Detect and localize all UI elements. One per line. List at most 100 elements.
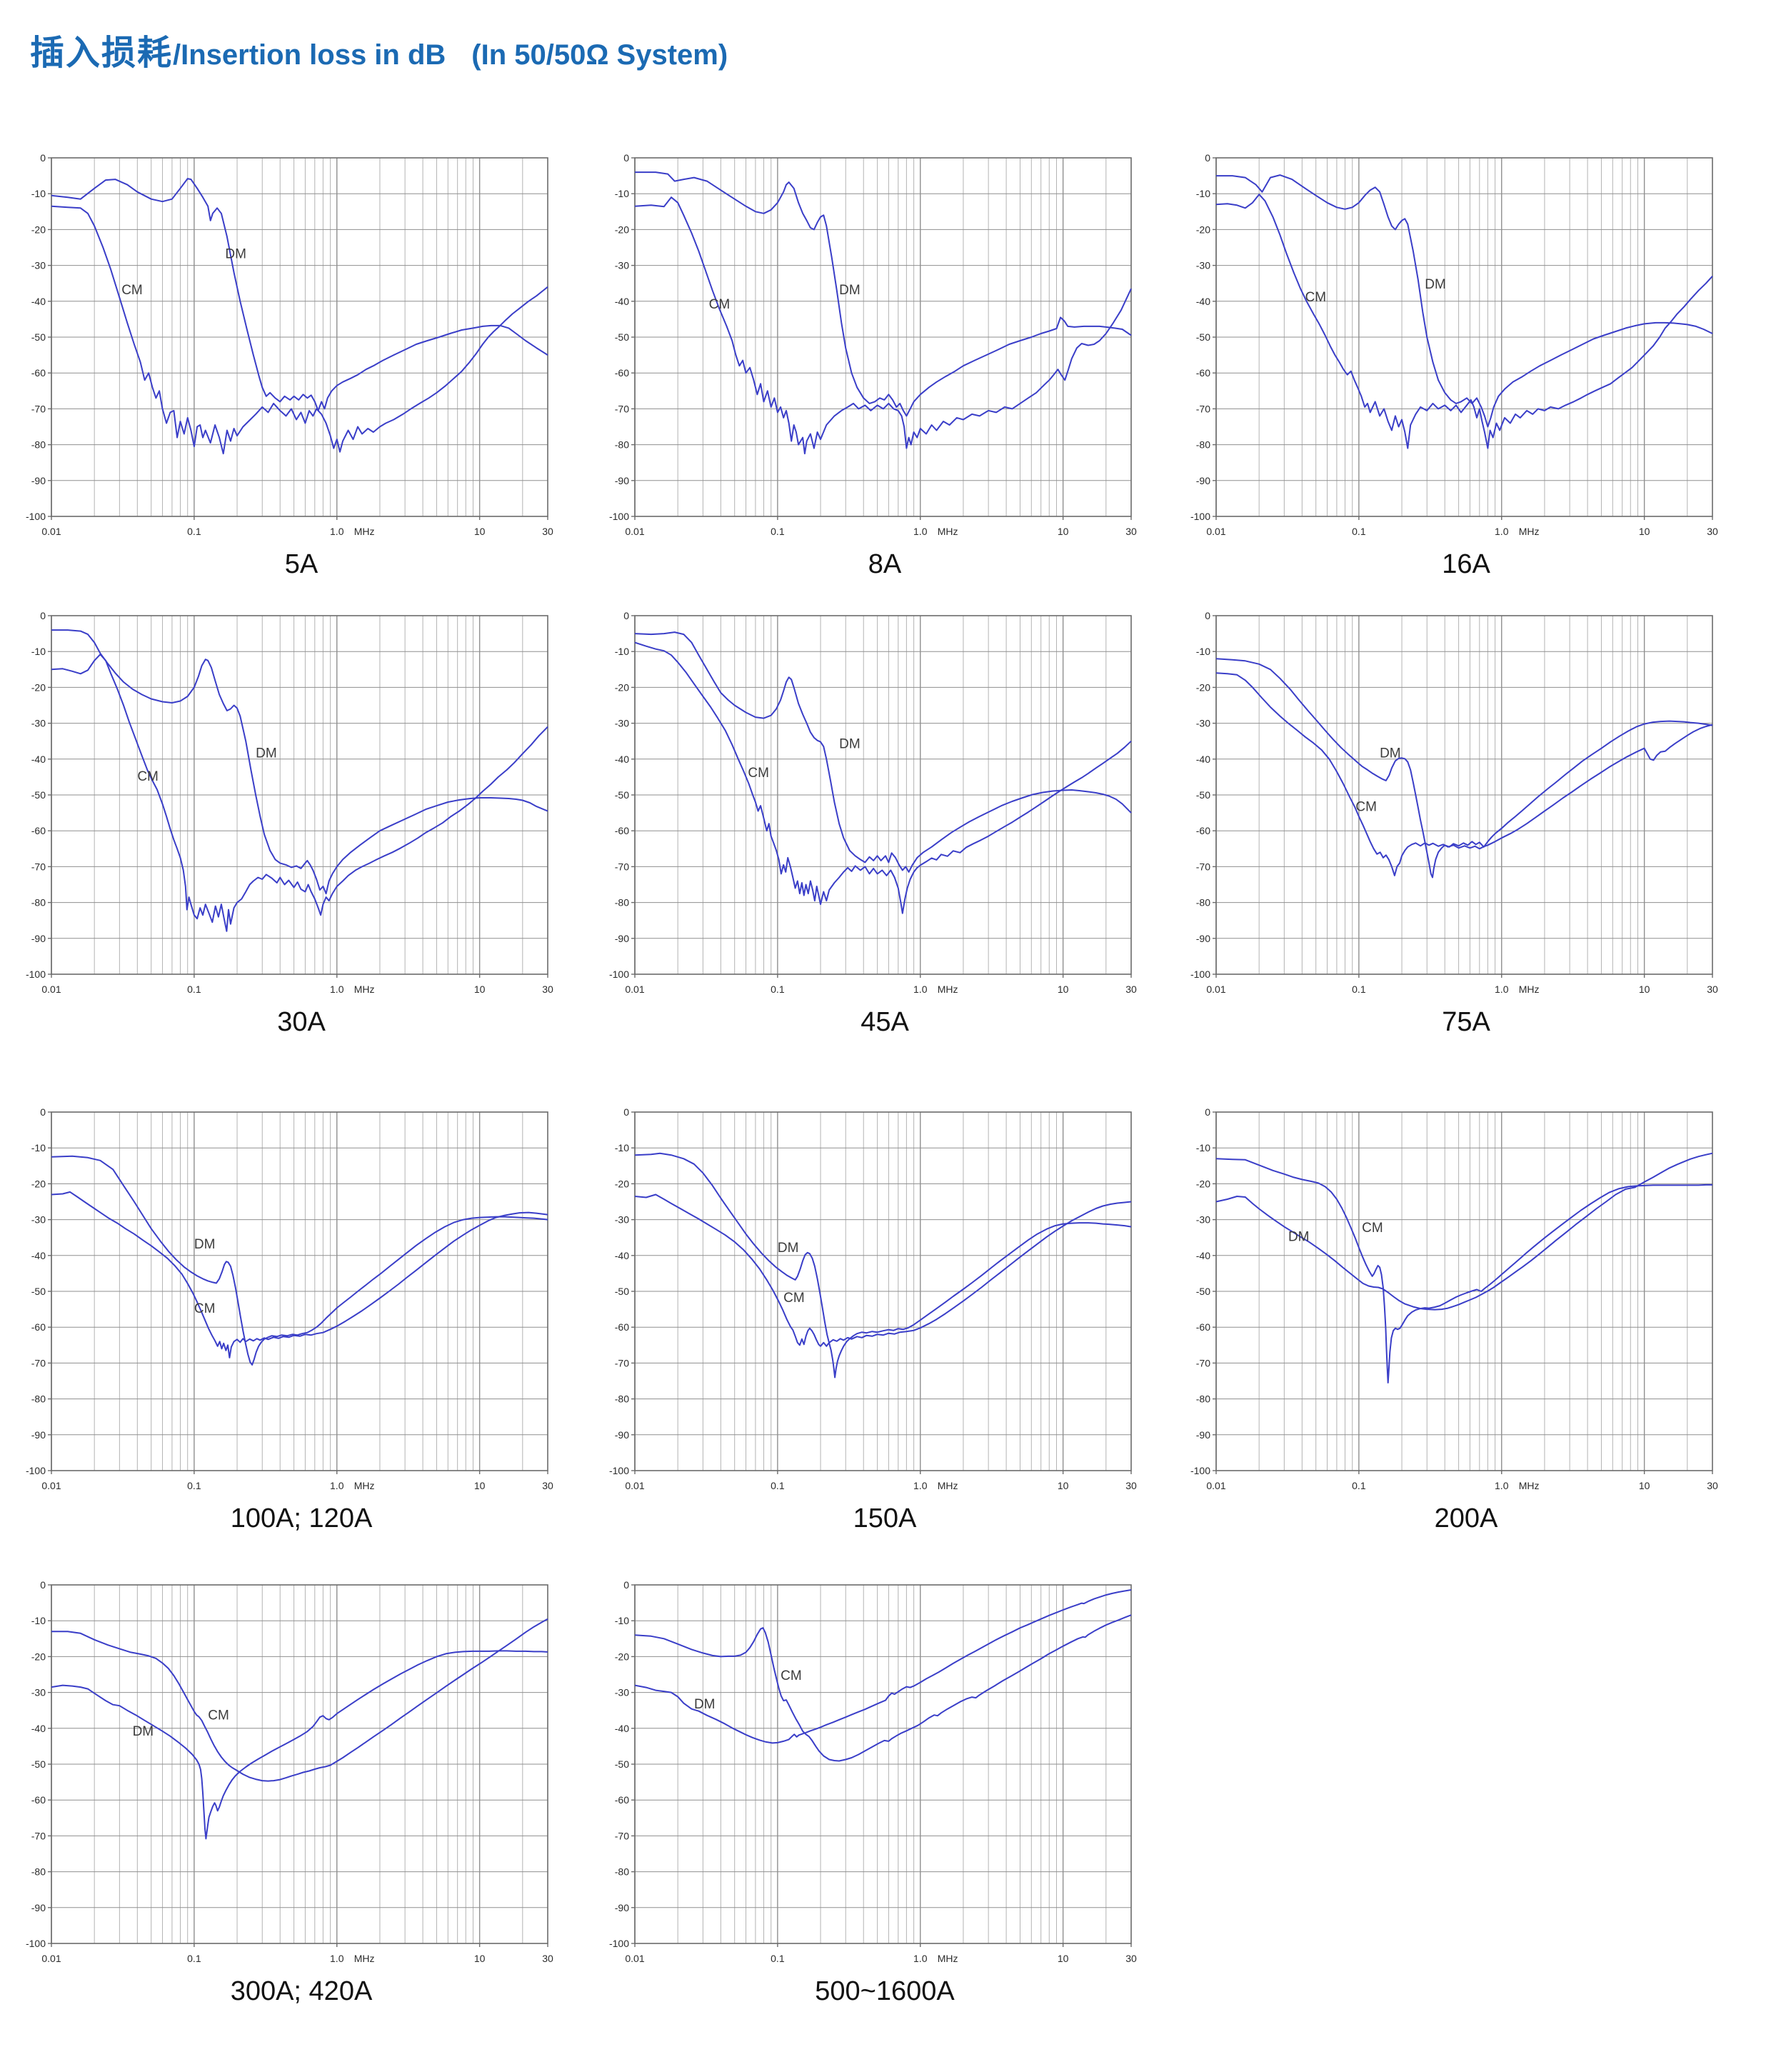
x-tick-label: 0.01 [625,1480,644,1491]
cm-label: CM [1305,290,1327,305]
y-tick-label: -50 [1196,789,1210,801]
y-tick-label: 0 [40,152,46,164]
y-tick-label: 0 [40,1579,46,1591]
y-tick-label: -60 [615,825,629,836]
y-tick-label: -50 [31,331,46,343]
y-tick-label: -60 [31,1794,46,1806]
x-tick-label: 0.1 [1352,1480,1366,1491]
chart-caption: 150A [853,1503,917,1533]
page-title-system-note: (In 50/50Ω System) [471,39,728,71]
chart-plot: 0 -10 -20 -30 -40 -50 -60 -70 -80 -90 -100 0.01 0.1 1… [26,1106,553,1491]
y-tick-label: -70 [31,1357,46,1368]
y-tick-label: -80 [31,1393,46,1405]
x-tick-label: 1.0 [913,526,928,537]
y-tick-label: -30 [615,1687,629,1698]
x-tick-label: 1.0 [913,1953,928,1964]
x-tick-label: 1.0 [1495,526,1509,537]
dm-label: DM [256,746,277,761]
y-tick-label: -90 [1196,933,1210,944]
y-tick-label: -60 [31,367,46,379]
dm-curve [635,171,1132,417]
chart-caption: 200A [1434,1503,1498,1533]
x-tick-label: 0.01 [1206,984,1225,995]
cm-curve [1215,672,1713,876]
chart-plot: 0 -10 -20 -30 -40 -50 -60 -70 -80 -90 -100 0.01 0.1 1… [1190,152,1718,537]
y-tick-label: 0 [40,1106,46,1118]
y-tick-label: -30 [1196,718,1210,729]
y-tick-label: -10 [31,1142,46,1153]
y-tick-label: 0 [1205,152,1210,164]
y-tick-label: 0 [623,610,629,621]
y-tick-label: -30 [615,260,629,271]
cm-curve [1215,1158,1712,1383]
cm-curve [51,205,548,455]
y-tick-label: -60 [31,825,46,836]
y-tick-label: -10 [615,646,629,657]
chart-caption: 75A [1442,1007,1490,1037]
y-tick-label: -40 [1196,754,1210,765]
y-tick-label: -100 [26,1465,46,1476]
y-tick-label: -70 [31,1830,46,1841]
y-tick-label: -60 [615,367,629,379]
y-tick-label: -50 [615,1758,629,1770]
x-tick-label: 1.0 [1495,984,1509,995]
x-axis-unit: MHz [1519,984,1540,995]
y-tick-label: -50 [1196,1286,1210,1297]
y-tick-label: -40 [31,1723,46,1734]
dm-curve [51,178,548,411]
insertion-loss-chart: 0 -10 -20 -30 -40 -50 -60 -70 -80 -90 -100 0.01 0.1 1… [16,1578,587,2006]
x-tick-label: 1.0 [330,1953,344,1964]
dm-label: DM [133,1724,154,1739]
y-tick-label: -80 [31,1866,46,1878]
insertion-loss-chart: 0 -10 -20 -30 -40 -50 -60 -70 -80 -90 -100 0.01 0.1 1… [599,1578,1170,2006]
dm-curve [634,1589,1132,1744]
page-title-chinese: 插入损耗 [30,34,174,72]
x-tick-label: 10 [1058,526,1069,537]
x-tick-label: 30 [1707,526,1718,537]
dm-curve [634,1152,1132,1378]
cm-label: CM [781,1668,802,1683]
y-tick-label: -40 [615,754,629,765]
x-tick-label: 10 [1058,984,1069,995]
chart-plot: 0 -10 -20 -30 -40 -50 -60 -70 -80 -90 -100 0.01 0.1 1… [609,610,1137,995]
insertion-loss-chart: 0 -10 -20 -30 -40 -50 -60 -70 -80 -90 -100 0.01 0.1 1… [16,151,587,579]
dm-curve [1216,174,1713,428]
y-tick-label: 0 [40,610,46,621]
y-tick-label: 0 [623,1579,629,1591]
y-tick-label: -30 [31,718,46,729]
y-tick-label: -80 [31,897,46,909]
cm-label: CM [1362,1221,1383,1236]
y-tick-label: -50 [1196,331,1210,343]
x-tick-label: 0.01 [625,1953,644,1964]
dm-label: DM [1425,277,1446,292]
y-tick-label: -40 [615,296,629,307]
y-tick-label: -20 [31,1178,46,1189]
x-tick-label: 0.1 [771,984,785,995]
y-tick-label: -100 [609,969,629,980]
y-tick-label: -40 [31,296,46,307]
y-tick-label: -30 [31,260,46,271]
chart-plot: 0 -10 -20 -30 -40 -50 -60 -70 -80 -90 -100 0.01 0.1 1… [1190,1106,1718,1491]
x-tick-label: 0.1 [771,1480,785,1491]
y-tick-label: -10 [1196,1142,1210,1153]
y-tick-label: -70 [31,861,46,872]
dm-label: DM [1380,746,1401,761]
y-tick-label: -10 [31,188,46,199]
x-tick-label: 10 [1639,984,1650,995]
y-tick-label: -70 [1196,1357,1210,1368]
dm-label: DM [1288,1230,1310,1245]
chart-plot: 0 -10 -20 -30 -40 -50 -60 -70 -80 -90 -100 0.01 0.1 1… [26,152,553,537]
insertion-loss-chart: 0 -10 -20 -30 -40 -50 -60 -70 -80 -90 -100 0.01 0.1 1… [16,1105,587,1533]
y-tick-label: -50 [31,1758,46,1770]
x-tick-label: 0.01 [41,984,61,995]
y-tick-label: -80 [1196,1393,1210,1405]
y-tick-label: -20 [1196,681,1210,693]
x-tick-label: 0.1 [187,1480,201,1491]
x-tick-label: 0.01 [1206,1480,1225,1491]
x-tick-label: 30 [1125,984,1137,995]
y-tick-label: -10 [31,1615,46,1626]
y-tick-label: -30 [31,1214,46,1226]
y-tick-label: -100 [26,969,46,980]
y-tick-label: -40 [1196,296,1210,307]
cm-curve [51,654,548,932]
